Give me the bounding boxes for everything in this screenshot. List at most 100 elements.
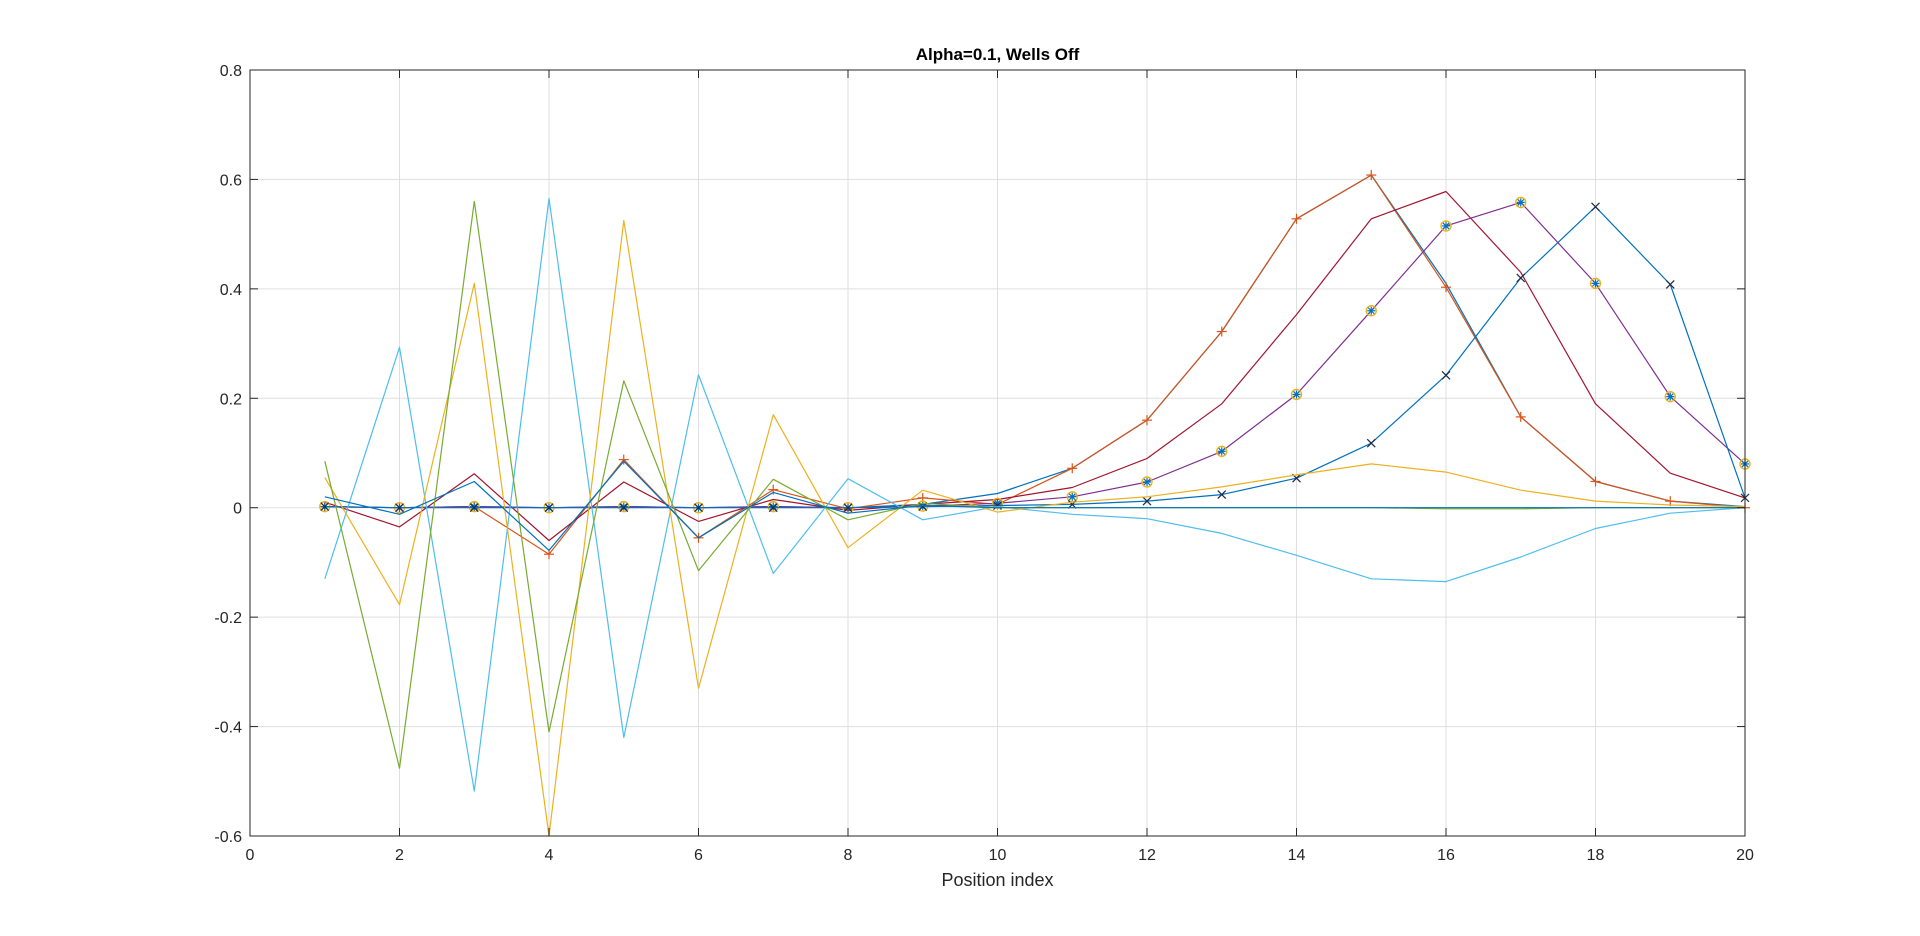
- data-point: [1141, 476, 1153, 488]
- series-line: [324, 460, 1745, 552]
- star-marker-d2: [1143, 478, 1151, 486]
- star-marker-d2: [1517, 198, 1525, 206]
- data-point: [1217, 490, 1227, 500]
- circle-marker: [468, 500, 480, 513]
- series-line: [324, 174, 1746, 555]
- data-point: [694, 503, 703, 513]
- axis-ticks: [249, 69, 1746, 837]
- x-marker-b: [544, 503, 554, 513]
- x-tick-labels: 0 2 4 6 8 10 12 14 16 18 20: [246, 847, 1754, 864]
- data-point: [768, 503, 778, 513]
- y-tick-label: 0.4: [220, 282, 242, 299]
- series-9: [324, 460, 1745, 552]
- x-marker-b: [843, 503, 853, 513]
- series-3: [324, 190, 1746, 542]
- y-tick-label: -0.6: [214, 829, 242, 846]
- y-tick-label: -0.2: [214, 610, 242, 627]
- data-point: [1441, 370, 1451, 380]
- data-point: [1589, 277, 1602, 290]
- data-point: [619, 503, 629, 513]
- star-marker-d2: [470, 503, 478, 511]
- data-point: [1366, 438, 1376, 448]
- star-marker-d2: [1293, 391, 1300, 398]
- x-marker-b: [1366, 438, 1376, 448]
- star-marker-d2: [1068, 493, 1076, 501]
- circle-marker: [1290, 388, 1303, 401]
- data-point: [1067, 463, 1078, 474]
- data-point: [468, 500, 480, 513]
- x-marker-b: [1217, 490, 1227, 500]
- data-point: [1664, 390, 1676, 403]
- x-marker-b: [619, 503, 629, 513]
- y-tick-label: 0.2: [220, 391, 242, 408]
- series-line: [324, 190, 1746, 542]
- circle-marker: [1664, 390, 1676, 403]
- x-marker-b: [1665, 280, 1675, 289]
- x-tick-label: 0: [246, 847, 255, 864]
- y-tick-label: 0.8: [220, 63, 242, 80]
- data-point: [1441, 282, 1451, 293]
- x-marker-b: [1142, 496, 1152, 506]
- data-point: [1591, 202, 1600, 212]
- x-marker-b: [694, 503, 703, 513]
- data-point: [1291, 213, 1302, 224]
- y-tick-label: 0.6: [220, 172, 242, 189]
- y-tick-label: 0: [233, 501, 242, 518]
- x-tick-label: 6: [694, 847, 703, 864]
- data-point: [320, 502, 330, 512]
- x-marker-b: [1591, 202, 1600, 212]
- data-point: [1366, 170, 1377, 181]
- x-tick-label: 18: [1587, 847, 1605, 864]
- x-tick-label: 12: [1138, 847, 1156, 864]
- star-marker-d2: [769, 503, 777, 511]
- circle-marker: [1589, 277, 1602, 290]
- x-marker-b: [469, 503, 479, 513]
- x-tick-label: 4: [545, 847, 554, 864]
- data-point: [1516, 273, 1526, 283]
- data-point: [1590, 476, 1601, 487]
- series-line: [324, 206, 1746, 509]
- circle-marker: [1365, 305, 1377, 317]
- star-marker-d2: [1666, 393, 1674, 401]
- x-marker-b: [320, 502, 330, 512]
- x-marker-b: [1441, 370, 1451, 380]
- x-marker-b: [395, 503, 404, 513]
- circle-marker: [1141, 476, 1153, 488]
- data-point: [1216, 445, 1228, 458]
- series-5: [320, 202, 1750, 513]
- data-point: [1515, 196, 1527, 209]
- x-tick-label: 2: [395, 847, 404, 864]
- circle-marker: [767, 500, 779, 513]
- x-tick-label: 8: [844, 847, 853, 864]
- x-axis-label: Position index: [941, 870, 1053, 890]
- data-point: [1515, 411, 1526, 422]
- data-point: [1142, 496, 1152, 506]
- series-6: [324, 198, 1746, 792]
- series-line: [324, 198, 1746, 792]
- star-marker-d2: [1592, 279, 1599, 287]
- data-point: [1665, 280, 1675, 289]
- circle-marker: [991, 497, 1004, 510]
- circle-marker: [1216, 445, 1228, 458]
- circle-marker: [618, 500, 630, 513]
- star-marker-d2: [1367, 307, 1375, 315]
- y-tick-labels: -0.6 -0.4 -0.2 0 0.2 0.4 0.6 0.8: [214, 63, 242, 846]
- data-point: [618, 454, 629, 465]
- data-point: [1365, 305, 1377, 317]
- data-point: [1142, 415, 1152, 426]
- x-tick-label: 14: [1288, 847, 1306, 864]
- circle-marker: [1515, 196, 1527, 209]
- series-layer: [319, 170, 1751, 837]
- y-tick-label: -0.4: [214, 720, 242, 737]
- circle-marker: [1440, 220, 1452, 232]
- data-point: [395, 503, 404, 513]
- x-marker-b: [1292, 473, 1301, 483]
- star-marker-d2: [620, 503, 628, 511]
- star-marker-d2: [1442, 222, 1450, 230]
- data-point: [767, 500, 779, 513]
- x-marker-b: [1516, 273, 1526, 283]
- data-point: [1216, 326, 1227, 337]
- data-point: [544, 503, 554, 513]
- x-tick-label: 10: [989, 847, 1007, 864]
